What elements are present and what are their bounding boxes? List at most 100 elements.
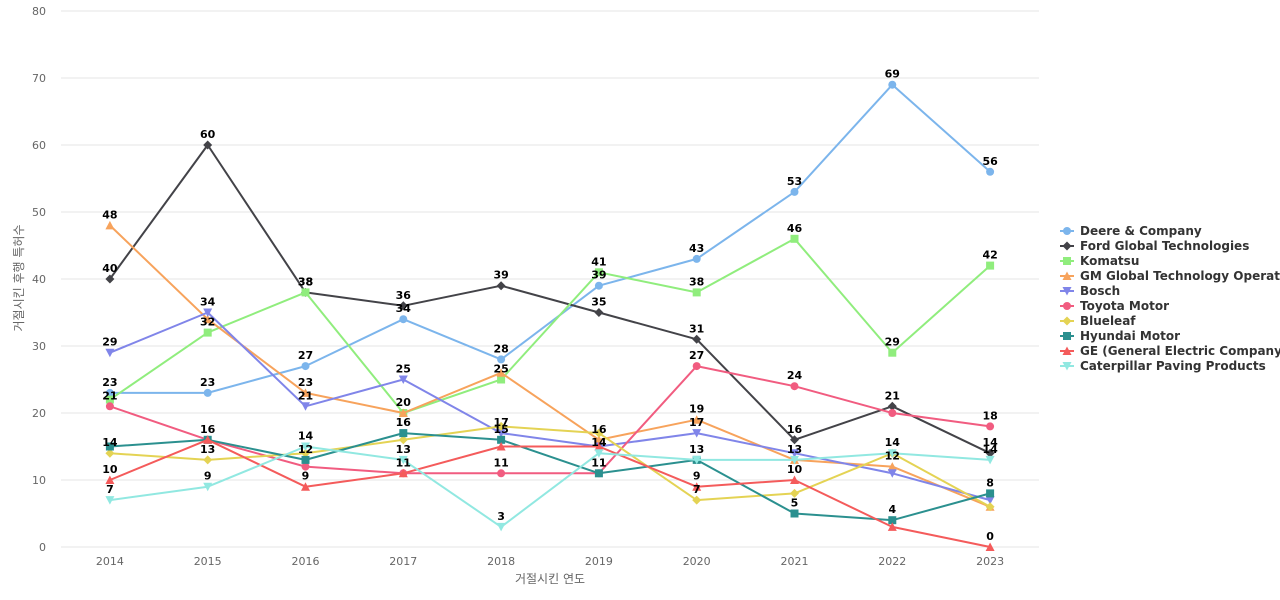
data-point[interactable] [594,281,603,290]
series-line[interactable] [109,144,991,455]
data-point[interactable] [985,502,995,512]
data-point[interactable] [399,315,408,324]
data-point[interactable] [105,448,115,458]
legend-item[interactable]: GM Global Technology Operat... [1060,269,1280,283]
data-point[interactable] [594,442,604,451]
data-point[interactable] [790,187,799,196]
data-point[interactable] [497,375,506,384]
data-point[interactable] [105,442,114,451]
data-point[interactable] [203,314,213,324]
data-point[interactable] [203,435,213,444]
data-point[interactable] [301,482,310,491]
data-point[interactable] [594,469,603,478]
data-point[interactable] [986,261,995,270]
data-point[interactable] [497,469,506,478]
data-point[interactable] [888,80,897,89]
data-point[interactable] [692,362,701,371]
series-line[interactable] [109,83,991,394]
data-point[interactable] [790,475,799,485]
series-line[interactable] [109,311,991,502]
data-point[interactable] [398,455,408,465]
data-point[interactable] [105,220,115,230]
data-point[interactable] [399,429,408,438]
data-point[interactable] [105,496,115,505]
data-point[interactable] [105,274,115,284]
data-point[interactable] [398,375,408,385]
data-point[interactable] [985,448,995,458]
data-point[interactable] [985,542,995,552]
data-point[interactable] [105,348,115,358]
legend-item[interactable]: Deere & Company [1060,224,1202,238]
data-point[interactable] [301,388,310,397]
data-point[interactable] [888,348,897,357]
data-point[interactable] [692,429,702,438]
data-point[interactable] [692,482,702,491]
data-point[interactable] [790,488,799,498]
data-point[interactable] [203,482,213,492]
legend-item[interactable]: Caterpillar Paving Products [1060,359,1266,373]
series-line[interactable] [109,425,991,508]
data-point[interactable] [496,522,506,532]
data-point[interactable] [594,428,604,438]
data-point[interactable] [203,140,213,150]
legend-item[interactable]: Ford Global Technologies [1060,239,1249,253]
data-point[interactable] [496,429,506,438]
data-point[interactable] [496,421,506,431]
data-point[interactable] [692,334,702,344]
data-point[interactable] [301,402,310,411]
data-point[interactable] [594,449,604,458]
data-point[interactable] [594,435,604,444]
data-point[interactable] [985,455,995,465]
data-point[interactable] [790,455,799,465]
data-point[interactable] [887,401,897,411]
series-line[interactable] [109,432,991,522]
data-point[interactable] [301,462,310,471]
data-point[interactable] [692,495,702,505]
data-point[interactable] [790,509,799,518]
data-point[interactable] [497,435,506,444]
series-line[interactable] [109,224,991,508]
data-point[interactable] [496,368,506,377]
data-point[interactable] [986,167,995,176]
legend-item[interactable]: Toyota Motor [1060,299,1169,313]
data-point[interactable] [203,328,212,337]
data-point[interactable] [105,402,114,411]
series-line[interactable] [109,237,991,414]
data-point[interactable] [887,462,897,471]
data-point[interactable] [790,449,799,458]
data-point[interactable] [986,489,995,498]
data-point[interactable] [203,455,213,465]
data-point[interactable] [692,254,701,263]
series-line[interactable] [109,365,991,475]
series-line[interactable] [109,445,991,528]
data-point[interactable] [888,409,897,417]
data-point[interactable] [398,435,408,445]
data-point[interactable] [301,288,310,297]
data-point[interactable] [398,301,408,311]
data-point[interactable] [398,468,408,478]
legend-item[interactable]: Hyundai Motor [1060,329,1180,343]
data-point[interactable] [496,442,506,451]
series-line[interactable] [109,438,991,548]
data-point[interactable] [790,382,799,391]
data-point[interactable] [692,288,701,297]
data-point[interactable] [105,395,114,404]
data-point[interactable] [301,448,310,458]
data-point[interactable] [301,455,310,464]
data-point[interactable] [203,308,213,318]
data-point[interactable] [887,469,897,478]
data-point[interactable] [887,522,897,531]
data-point[interactable] [594,308,604,317]
data-point[interactable] [790,435,799,445]
data-point[interactable] [496,281,506,291]
data-point[interactable] [888,516,897,525]
data-point[interactable] [301,362,310,371]
data-point[interactable] [985,496,995,505]
legend-item[interactable]: Komatsu [1060,254,1139,268]
data-point[interactable] [105,475,115,485]
data-point[interactable] [301,442,310,452]
legend-item[interactable]: GE (General Electric Company) [1060,344,1280,358]
data-point[interactable] [692,455,702,465]
data-point[interactable] [692,415,702,424]
